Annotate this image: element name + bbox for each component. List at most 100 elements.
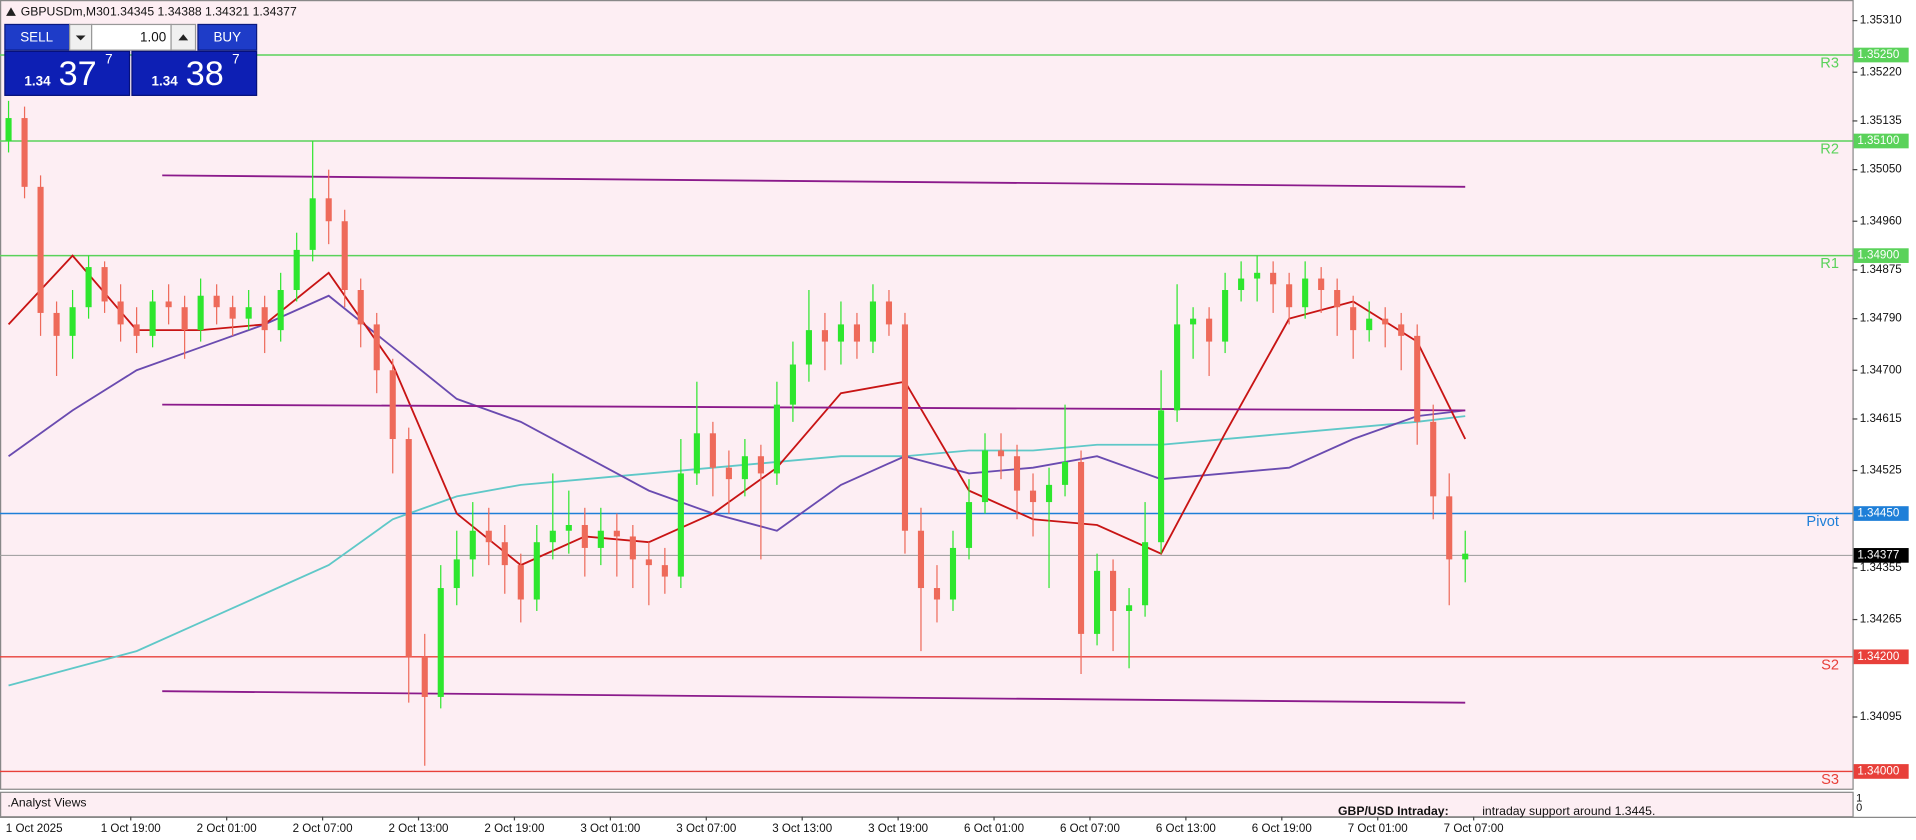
candle-body	[469, 530, 476, 560]
symbol-title: GBPUSDm,M30	[21, 4, 110, 18]
level-price-box	[1853, 506, 1909, 521]
candle-body	[837, 324, 844, 342]
candle-body	[1398, 324, 1405, 336]
candle-body	[1446, 496, 1453, 560]
candle-body	[245, 307, 252, 319]
level-price-box	[1853, 133, 1909, 149]
symbol-quote: 1.34345 1.34388 1.34321 1.34377	[110, 4, 297, 18]
x-tick-label: 3 Oct 19:00	[868, 822, 928, 835]
level-price-box	[1853, 47, 1909, 63]
candle-body	[885, 301, 893, 325]
candle-body	[229, 307, 236, 319]
level-price-label: 1.34900	[1857, 249, 1899, 262]
candle-body	[901, 324, 909, 531]
candle-body	[1013, 456, 1021, 491]
sell-price-box[interactable]	[4, 50, 131, 96]
candle-body	[37, 186, 44, 313]
buy-price-pips: 38	[186, 55, 224, 93]
candle-body	[805, 330, 812, 365]
candle-body	[1061, 461, 1069, 485]
candle-body	[53, 312, 60, 336]
candle-body	[1045, 484, 1053, 503]
candle-body	[1462, 553, 1469, 560]
candle-body	[517, 565, 524, 600]
candle-body	[1142, 542, 1149, 606]
candle-body	[1318, 278, 1325, 291]
candle-body	[997, 450, 1005, 457]
candle-body	[1366, 318, 1373, 331]
candle-body	[373, 324, 380, 371]
candle-body	[725, 467, 732, 480]
candle-body	[1206, 318, 1213, 342]
y-tick-label: 1.34790	[1860, 312, 1902, 325]
candle-body	[197, 295, 204, 331]
analyst-text: intraday support around 1.3445.	[1482, 804, 1655, 818]
candle-body	[1077, 461, 1085, 634]
buy-label[interactable]: BUY	[213, 29, 241, 44]
buy-button[interactable]	[197, 23, 258, 51]
analyst-title: .Analyst Views	[7, 796, 86, 810]
y-tick-label: 1.34265	[1860, 613, 1902, 626]
candle-body	[1110, 570, 1117, 611]
candle-body	[341, 221, 348, 291]
candle-body	[773, 404, 780, 474]
y-tick-label: 1.35050	[1860, 163, 1902, 176]
candle-body	[565, 525, 572, 531]
sell-price-big: 1.34	[24, 73, 51, 88]
plot-area	[0, 0, 1854, 790]
candle-body	[453, 559, 460, 589]
x-tick-label: 2 Oct 07:00	[293, 822, 353, 835]
buy-price-box[interactable]	[131, 50, 258, 96]
candle-body	[757, 456, 764, 474]
x-tick-label: 2 Oct 19:00	[484, 822, 544, 835]
candle-body	[933, 588, 941, 600]
candle-body	[5, 118, 12, 141]
collapse-icon[interactable]	[6, 7, 16, 16]
sell-price-pips: 37	[59, 55, 97, 93]
y-tick-label: 1.34875	[1860, 263, 1902, 276]
level-price-label: 1.34000	[1857, 765, 1899, 778]
x-tick-label: 7 Oct 01:00	[1348, 822, 1408, 835]
candle-body	[1126, 605, 1133, 611]
candle-body	[533, 542, 540, 600]
volume-value[interactable]: 1.00	[140, 29, 166, 44]
candle-body	[629, 536, 636, 560]
candle-body	[949, 547, 957, 600]
down-arrow	[75, 35, 86, 41]
candle-body	[21, 118, 28, 187]
candle-body	[645, 559, 652, 566]
candle-body	[869, 301, 877, 342]
candle-body	[1222, 290, 1229, 342]
candle-body	[421, 656, 428, 697]
candle-body	[1174, 324, 1181, 411]
candle-body	[213, 295, 220, 308]
level-name: Pivot	[1806, 514, 1839, 530]
candle-body	[1350, 307, 1357, 331]
current-price-label: 1.34377	[1857, 548, 1899, 561]
sell-label[interactable]: SELL	[20, 29, 53, 44]
candle-body	[1254, 272, 1261, 279]
indicator-scale: 1	[1856, 792, 1862, 804]
candle-body	[1158, 410, 1165, 543]
level-name: R3	[1820, 55, 1839, 71]
candle-body	[853, 324, 861, 342]
indicator-window	[0, 791, 1854, 818]
current-price-box	[1853, 548, 1909, 563]
overlay-line	[8, 294, 1466, 532]
level-name: R1	[1820, 256, 1839, 272]
x-tick-label: 1 Oct 2025	[6, 822, 63, 835]
level-price-box	[1853, 764, 1909, 779]
x-tick-label: 6 Oct 07:00	[1060, 822, 1120, 835]
candle-body	[1238, 278, 1245, 291]
candle-body	[149, 301, 156, 336]
candle-body	[1414, 335, 1421, 422]
trade-panel: SELL 1.00 BUY 1.34 37 7 1.34 38 7	[4, 23, 258, 96]
x-tick-label: 6 Oct 01:00	[964, 822, 1024, 835]
level-price-label: 1.34200	[1857, 650, 1899, 663]
candle-body	[405, 439, 412, 657]
candle-body	[293, 249, 300, 291]
candle-body	[1286, 284, 1293, 308]
x-tick-label: 3 Oct 07:00	[676, 822, 736, 835]
